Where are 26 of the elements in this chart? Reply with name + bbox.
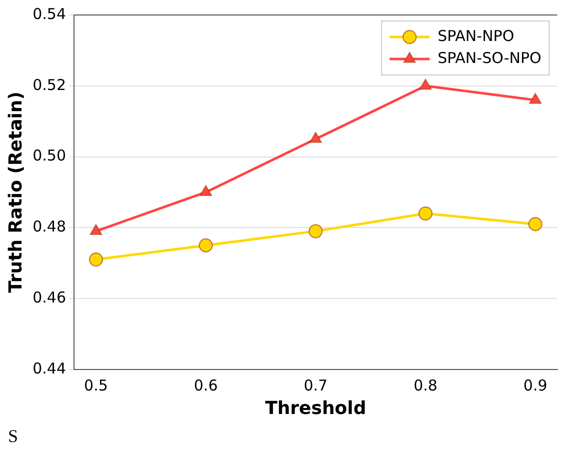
y-axis-title: Truth Ratio (Retain) bbox=[5, 92, 26, 293]
x-tick-label: 0.5 bbox=[84, 376, 108, 394]
y-tick-label: 0.48 bbox=[32, 218, 66, 236]
y-tick-label: 0.46 bbox=[32, 288, 66, 306]
point bbox=[200, 185, 212, 196]
point bbox=[418, 206, 433, 221]
y-tick-label: 0.54 bbox=[32, 4, 66, 23]
x-tick-label: 0.9 bbox=[523, 376, 548, 394]
x-tick-label: 0.7 bbox=[304, 376, 328, 394]
legend-label: SPAN-SO-NPO bbox=[438, 48, 542, 67]
point bbox=[308, 224, 323, 238]
text: S bbox=[8, 426, 18, 447]
point bbox=[528, 216, 542, 232]
x-axis-title: Threshold bbox=[265, 398, 366, 419]
x-tick-label: 0.8 bbox=[414, 376, 438, 394]
point bbox=[90, 224, 102, 236]
y-tick-label: 0.52 bbox=[32, 76, 66, 94]
y-tick-label: 0.44 bbox=[32, 359, 66, 378]
legend-label: SPAN-NPO bbox=[438, 26, 514, 45]
point bbox=[419, 78, 432, 90]
y-tick-label: 0.50 bbox=[32, 146, 66, 165]
point bbox=[309, 132, 322, 143]
x-tick-label: 0.6 bbox=[194, 376, 218, 394]
point bbox=[88, 252, 104, 267]
point bbox=[198, 238, 213, 252]
point bbox=[529, 92, 542, 104]
